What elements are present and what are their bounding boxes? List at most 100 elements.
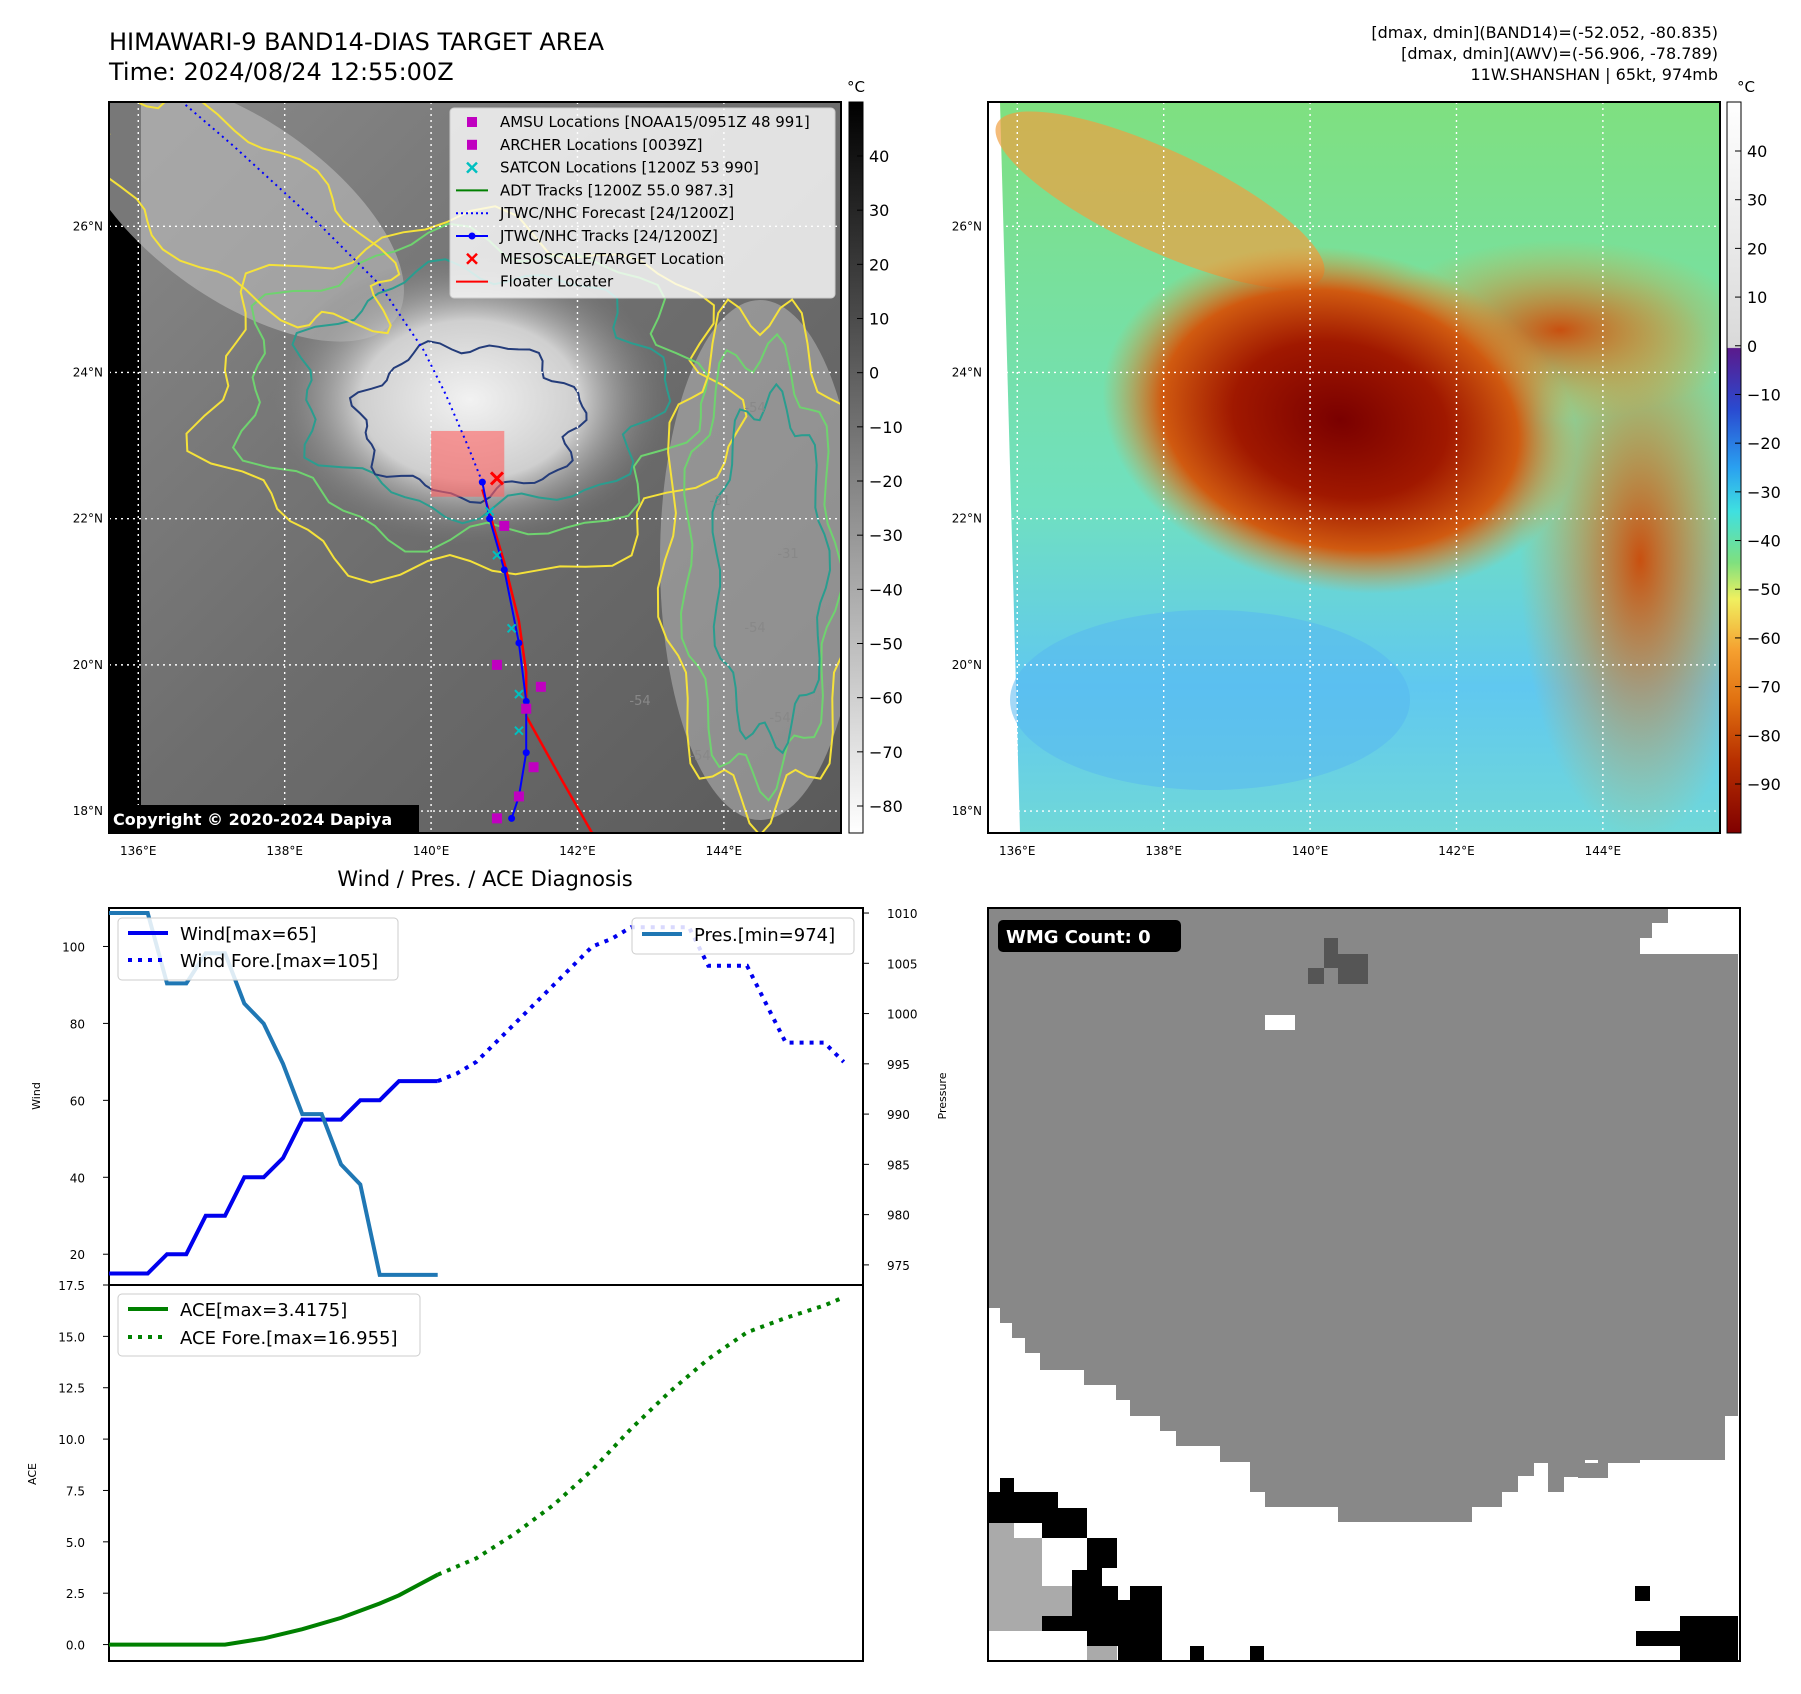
colorbar-unit-left: °C	[847, 78, 865, 96]
pressure-ylabel: Pressure	[936, 1072, 949, 1119]
colorbar-tick-label: 0	[1747, 337, 1757, 356]
lat-lon-grid	[988, 102, 1720, 833]
wmg-light-gray-cell	[1087, 1646, 1117, 1661]
colorbar-unit-right: °C	[1737, 78, 1755, 96]
lat-tick-label: 22°N	[952, 512, 982, 526]
wmg-dark-cell	[1324, 938, 1338, 968]
ace-ytick-label: 2.5	[66, 1587, 85, 1601]
ace-ytick-label: 7.5	[66, 1484, 85, 1498]
colorbar-tick-label: −10	[1747, 385, 1781, 404]
series-line-pres-	[109, 911, 438, 1277]
pressure-ytick-label: 990	[887, 1108, 910, 1122]
lat-tick-label: 26°N	[73, 219, 103, 233]
jtwc-track-point	[522, 697, 530, 705]
wind-legend-box	[117, 917, 399, 981]
lon-tick-label: 140°E	[413, 844, 450, 858]
jtwc-track-point	[522, 749, 530, 757]
colorbar-tick-label: −70	[1747, 678, 1781, 697]
lat-tick-label: 24°N	[952, 365, 982, 379]
wmg-gray-region	[988, 908, 1738, 1522]
lat-tick-label: 18°N	[73, 804, 103, 818]
contour-label: -54	[629, 694, 650, 709]
wind-legend-label: Wind[max=65]	[180, 924, 317, 945]
lat-tick-label: 20°N	[73, 658, 103, 672]
amsu-location-marker	[491, 813, 502, 824]
ace-legend-label: ACE[max=3.4175]	[180, 1300, 347, 1321]
legend-label: Floater Locater	[500, 273, 614, 291]
no-data-wedge	[988, 102, 1020, 833]
legend-label: AMSU Locations [NOAA15/0951Z 48 991]	[500, 113, 810, 131]
colorbar-tick-label: 20	[869, 255, 889, 274]
satcon-location-marker	[514, 725, 524, 736]
pressure-ytick-label: 995	[887, 1058, 910, 1072]
legend-x-icon	[466, 252, 478, 265]
amsu-location-marker	[528, 762, 539, 773]
contour-label: -54	[689, 749, 710, 764]
colorbar-tick-label: 20	[1747, 239, 1767, 258]
lon-tick-label: 144°E	[706, 844, 743, 858]
colorbar-tick-label: −20	[869, 472, 903, 491]
jtwc-track-point	[478, 478, 486, 486]
map-frame	[108, 101, 842, 834]
legend-x-icon	[466, 161, 478, 174]
legend-label: SATCON Locations [1200Z 53 990]	[500, 159, 759, 177]
map-legend: AMSU Locations [NOAA15/0951Z 48 991] ARCH…	[449, 107, 836, 299]
contour-east	[711, 382, 832, 755]
lat-tick-label: 20°N	[952, 658, 982, 672]
target-location-marker	[489, 471, 505, 486]
contour-label: -54	[744, 621, 765, 636]
satcon-location-marker	[514, 689, 524, 699]
colorbar-tick-label: 40	[869, 147, 889, 166]
contour-northwest	[109, 102, 401, 335]
pressure-ytick-label: 1000	[887, 1008, 918, 1022]
jtwc-track-point	[508, 814, 516, 822]
colorbar-tick-label: −10	[869, 418, 903, 437]
map-axis-ticks: 136°E 138°E 140°E 142°E 144°E 26°N 24°N 22°N 20°…	[73, 219, 742, 858]
jtwc-track-point	[486, 515, 494, 523]
lon-tick-label: 142°E	[559, 844, 596, 858]
colorbar-tick-label: −70	[869, 743, 903, 762]
legend-label: MESOSCALE/TARGET Location	[500, 250, 724, 268]
colorbar-tick-label: 10	[1747, 288, 1767, 307]
colorbar-ticks-right: 40 30 20 10 0 −10 −20 −30 −40 −50 −60 −70 −80 −90	[1735, 142, 1781, 794]
pressure-legend-box	[631, 917, 855, 955]
wmg-black-cell	[1636, 1631, 1680, 1646]
cloud-band-east	[660, 300, 841, 820]
copyright-box	[109, 805, 419, 832]
legend-label: ADT Tracks [1200Z 55.0 987.3]	[500, 181, 734, 199]
figure-title-line2: Time: 2024/08/24 12:55:00Z	[108, 58, 454, 86]
amsu-location-marker	[521, 703, 532, 714]
wmg-dark-cell	[1338, 954, 1368, 984]
ace-legend-label: ACE Fore.[max=16.955]	[180, 1328, 398, 1349]
colorbar-tick-label: 10	[869, 310, 889, 329]
wmg-black-cell	[1635, 1586, 1650, 1601]
ace-series-line	[436, 1295, 845, 1577]
cold-cloud-north-band	[995, 111, 1325, 289]
contour-label: -54	[744, 401, 765, 416]
jtwc-forecast-line	[181, 102, 484, 483]
figure-title-line1: HIMAWARI-9 BAND14-DIAS TARGET AREA	[109, 28, 605, 56]
wind-ytick-label: 60	[70, 1094, 85, 1108]
wmg-white-cell	[1265, 1015, 1295, 1030]
legend-label: JTWC/NHC Forecast [24/1200Z]	[499, 204, 734, 222]
wmg-black-cell	[1680, 1616, 1738, 1661]
amsu-location-marker	[491, 659, 502, 670]
lat-tick-label: 18°N	[952, 804, 982, 818]
colorbar-tick-label: −40	[1747, 532, 1781, 551]
lat-tick-label: 24°N	[73, 365, 103, 379]
jtwc-track-point	[500, 566, 508, 574]
ace-ytick-label: 12.5	[58, 1382, 85, 1396]
pressure-ytick-label: 985	[887, 1158, 910, 1172]
pressure-ytick-label: 980	[887, 1209, 910, 1223]
wind-pressure-chart: 20 40 60 80 100 975 980 985 990 995 1000 1005 1010 Wi…	[30, 907, 949, 1286]
contour-east	[679, 332, 841, 802]
colorbar-tick-label: −60	[1747, 629, 1781, 648]
ace-ytick-label: 15.0	[58, 1330, 85, 1344]
copyright-text: Copyright © 2020-2024 Dapiya	[113, 810, 392, 829]
wmg-main-gray-area	[988, 908, 1738, 1522]
wind-ytick-label: 100	[62, 940, 85, 954]
info-line2: [dmax, dmin](AWV)=(-56.906, -78.789)	[1401, 44, 1718, 63]
lon-tick-label: 136°E	[120, 844, 157, 858]
lon-tick-label: 144°E	[1585, 844, 1622, 858]
